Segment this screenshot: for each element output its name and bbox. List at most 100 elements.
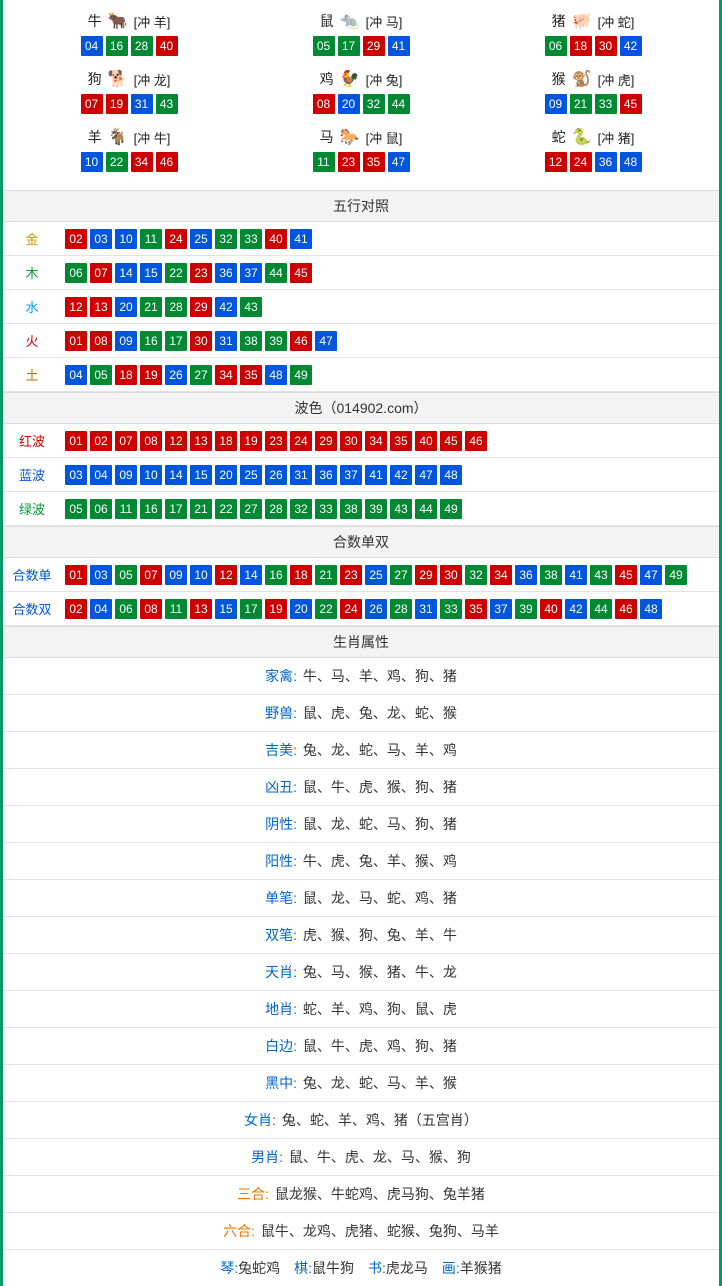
zodiac-name: 牛 [88,11,102,31]
table-row: 合数双0204060811131517192022242628313335373… [3,592,719,626]
number-ball: 07 [90,263,112,283]
number-ball: 34 [131,152,153,172]
number-ball: 47 [315,331,337,351]
number-ball: 10 [115,229,137,249]
number-ball: 04 [81,36,103,56]
number-ball: 04 [65,365,87,385]
attr-row: 家禽: 牛、马、羊、鸡、狗、猪 [3,658,719,695]
number-ball: 27 [390,565,412,585]
number-ball: 05 [313,36,335,56]
zodiac-balls: 04162840 [81,36,178,56]
footer-separator [428,1260,442,1276]
attr-label: 白边: [265,1038,301,1054]
number-ball: 13 [190,431,212,451]
zodiac-cell: 牛🐂[冲 羊] 04162840 [13,6,245,64]
number-ball: 20 [115,297,137,317]
number-ball: 38 [340,499,362,519]
number-ball: 18 [570,36,592,56]
attr-value: 鼠、龙、马、蛇、鸡、猪 [303,890,457,906]
number-ball: 38 [240,331,262,351]
attr-row: 野兽: 鼠、虎、兔、龙、蛇、猴 [3,695,719,732]
attr-value: 鼠牛、龙鸡、虎猪、蛇猴、兔狗、马羊 [261,1223,499,1239]
attr-value: 鼠、牛、虎、龙、马、猴、狗 [289,1149,471,1165]
number-ball: 12 [165,431,187,451]
attrs-table: 家禽: 牛、马、羊、鸡、狗、猪野兽: 鼠、虎、兔、龙、蛇、猴吉美: 兔、龙、蛇、… [3,658,719,1250]
attr-value: 鼠、虎、兔、龙、蛇、猴 [303,705,457,721]
number-ball: 13 [190,599,212,619]
attr-row: 女肖: 兔、蛇、羊、鸡、猪（五宫肖） [3,1102,719,1139]
attr-label: 地肖: [265,1001,301,1017]
footer-value: 鼠牛狗 [312,1260,354,1276]
number-ball: 32 [290,499,312,519]
zodiac-title: 羊🐐[冲 牛] [13,126,245,148]
row-label: 土 [3,365,61,384]
heshu-table: 合数单0103050709101214161821232527293032343… [3,558,719,626]
number-ball: 40 [415,431,437,451]
number-ball: 13 [90,297,112,317]
number-ball: 24 [570,152,592,172]
attr-label: 男肖: [251,1149,287,1165]
number-ball: 22 [215,499,237,519]
number-ball: 36 [515,565,537,585]
number-ball: 35 [390,431,412,451]
number-ball: 43 [156,94,178,114]
number-ball: 20 [290,599,312,619]
row-balls: 0204060811131517192022242628313335373940… [61,599,662,619]
number-ball: 36 [315,465,337,485]
number-ball: 28 [390,599,412,619]
zodiac-balls: 07193143 [81,94,178,114]
number-ball: 36 [595,152,617,172]
number-ball: 11 [165,599,187,619]
zodiac-title: 马🐎[冲 鼠] [245,126,477,148]
number-ball: 43 [240,297,262,317]
number-ball: 35 [465,599,487,619]
attr-label: 女肖: [244,1112,280,1128]
number-ball: 41 [565,565,587,585]
number-ball: 17 [165,499,187,519]
bose-table: 红波0102070812131819232429303435404546蓝波03… [3,424,719,526]
table-row: 金02031011242532334041 [3,222,719,256]
number-ball: 29 [190,297,212,317]
zodiac-balls: 12243648 [545,152,642,172]
number-ball: 22 [165,263,187,283]
attr-row: 黑中: 兔、龙、蛇、马、羊、猴 [3,1065,719,1102]
number-ball: 42 [620,36,642,56]
number-ball: 34 [215,365,237,385]
number-ball: 39 [265,331,287,351]
number-ball: 29 [315,431,337,451]
zodiac-title: 鼠🐀[冲 马] [245,10,477,32]
number-ball: 09 [115,465,137,485]
zodiac-chong: [冲 兔] [366,70,403,89]
number-ball: 08 [140,599,162,619]
row-balls: 0108091617303138394647 [61,331,337,351]
attr-label: 双笔: [265,927,301,943]
number-ball: 37 [240,263,262,283]
number-ball: 43 [390,499,412,519]
number-ball: 22 [106,152,128,172]
number-ball: 17 [240,599,262,619]
zodiac-title: 猴🐒[冲 虎] [477,68,709,90]
number-ball: 07 [140,565,162,585]
number-ball: 18 [115,365,137,385]
number-ball: 33 [240,229,262,249]
number-ball: 26 [365,599,387,619]
number-ball: 14 [165,465,187,485]
number-ball: 24 [165,229,187,249]
number-ball: 06 [90,499,112,519]
attr-value: 兔、龙、蛇、马、羊、猴 [303,1075,457,1091]
attr-label: 凶丑: [265,779,301,795]
table-row: 蓝波03040910141520252631363741424748 [3,458,719,492]
zodiac-title: 牛🐂[冲 羊] [13,10,245,32]
number-ball: 32 [363,94,385,114]
number-ball: 02 [65,229,87,249]
attr-row: 六合: 鼠牛、龙鸡、虎猪、蛇猴、兔狗、马羊 [3,1213,719,1250]
attr-label: 天肖: [265,964,301,980]
zodiac-title: 狗🐕[冲 龙] [13,68,245,90]
number-ball: 40 [540,599,562,619]
number-ball: 41 [365,465,387,485]
number-ball: 45 [620,94,642,114]
number-ball: 06 [545,36,567,56]
number-ball: 27 [240,499,262,519]
zodiac-balls: 08203244 [313,94,410,114]
attr-label: 吉美: [265,742,301,758]
